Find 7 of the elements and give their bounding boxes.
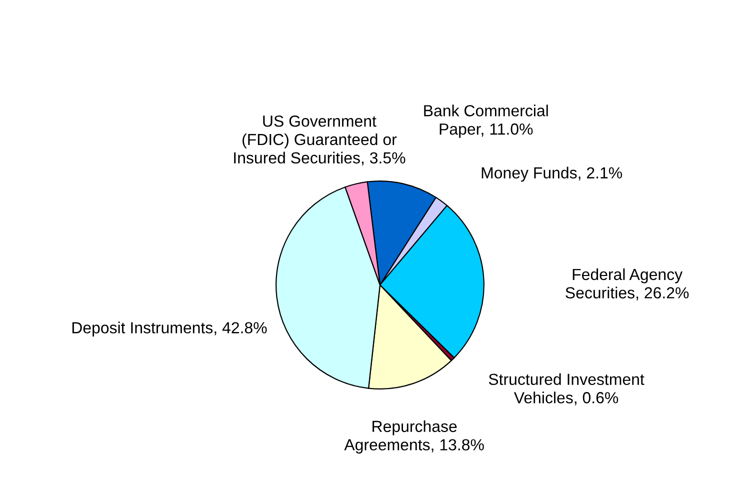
slice-label: Bank Commercial Paper, 11.0% — [424, 104, 548, 138]
slice-label: Deposit Instruments, 42.8% — [72, 322, 267, 337]
slice-label: Structured Investment Vehicles, 0.6% — [488, 373, 644, 406]
slice-label: US Government (FDIC) Guaranteed or Insured Securities, 3.5% — [234, 116, 406, 166]
slice-label: Federal Agency Securities, 26.2% — [566, 268, 689, 300]
slice-label: Money Funds, 2.1% — [482, 166, 622, 182]
slice-label: Repurchase Agreements, 13.8% — [344, 420, 484, 454]
